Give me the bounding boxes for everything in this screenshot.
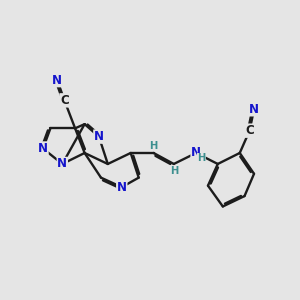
Text: N: N <box>38 142 48 155</box>
Text: N: N <box>117 181 127 194</box>
Text: H: H <box>197 153 206 163</box>
Text: C: C <box>245 124 254 137</box>
Text: H: H <box>170 167 178 176</box>
Text: N: N <box>52 74 62 87</box>
Text: H: H <box>149 140 158 151</box>
Text: N: N <box>249 103 259 116</box>
Text: N: N <box>191 146 201 160</box>
Text: N: N <box>57 158 67 170</box>
Text: C: C <box>60 94 69 107</box>
Text: N: N <box>94 130 104 143</box>
